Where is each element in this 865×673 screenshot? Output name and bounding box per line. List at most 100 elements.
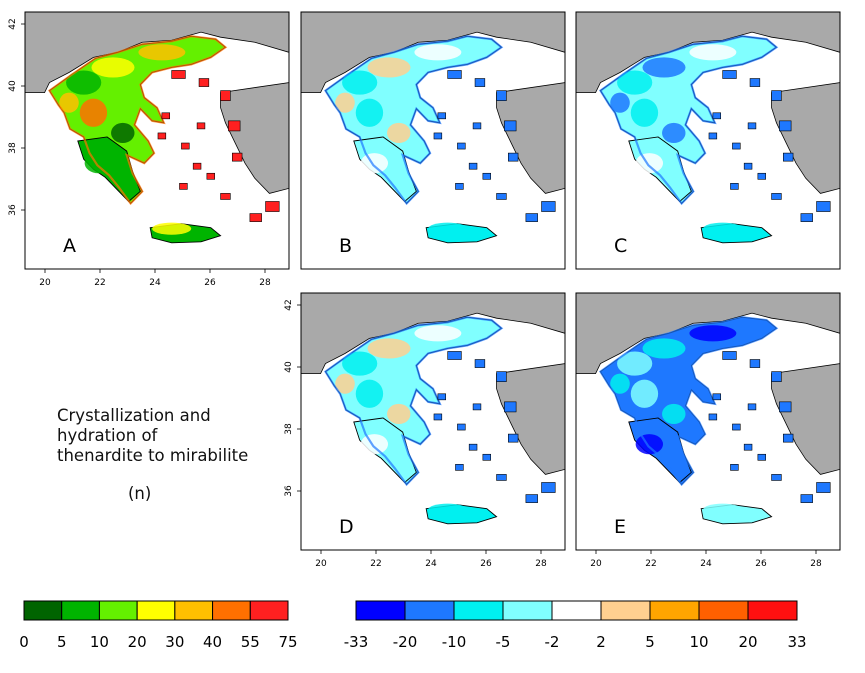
x-tick-label: 28 (259, 278, 271, 288)
panel-label: E (614, 516, 626, 538)
legend-swatch (174, 600, 214, 621)
legend-swatch (98, 600, 138, 621)
legend-change: -33 -20 -10 -5 -2 2 5 10 20 33 (344, 600, 807, 651)
legend-swatch (600, 600, 651, 621)
legend-label: 0 (19, 633, 29, 651)
panel-label: A (63, 235, 76, 257)
map-panel-c: C (575, 11, 841, 270)
map-panel-d: D 20 22 24 26 28 36 38 40 42 (284, 292, 566, 569)
legend-label: 5 (57, 633, 67, 651)
field-patch (79, 98, 108, 127)
legend-swatch (23, 600, 63, 621)
field-patch (84, 153, 113, 174)
panel-label: B (339, 235, 352, 257)
x-tick-label: 22 (94, 278, 105, 288)
caption-unit: (n) (128, 484, 152, 503)
field-patch (703, 222, 743, 235)
x-tick-label: 20 (315, 559, 327, 569)
field-patch (91, 57, 135, 78)
panel-label: D (339, 516, 354, 538)
y-tick-label: 40 (8, 80, 18, 92)
y-tick-label: 40 (284, 361, 294, 373)
caption-line-3: thenardite to mirabilite (57, 446, 249, 465)
map-frame (24, 11, 290, 270)
field-patch (630, 98, 659, 127)
field-patch (414, 325, 462, 342)
x-tick-label: 26 (204, 278, 216, 288)
x-tick-label: 28 (535, 559, 547, 569)
field-patch (59, 92, 79, 113)
field-patch (635, 434, 664, 455)
field-patch (414, 44, 462, 61)
field-patch (355, 98, 384, 127)
legend-swatch (212, 600, 251, 621)
legend-label: 75 (278, 633, 297, 651)
legend-label: -20 (393, 633, 418, 651)
legend-label: 20 (128, 633, 147, 651)
field-patch (703, 503, 743, 516)
legend-swatch (136, 600, 176, 621)
field-patch (138, 44, 186, 61)
legend-label: 30 (165, 633, 184, 651)
map-panel-b: B (300, 11, 566, 270)
y-tick-label: 38 (8, 142, 18, 154)
field-patch (152, 222, 192, 235)
x-tick-label: 24 (149, 278, 161, 288)
y-tick-label: 42 (284, 299, 294, 310)
field-patch (642, 57, 686, 78)
field-patch (662, 122, 686, 144)
field-patch (342, 70, 378, 95)
legend-label: -5 (496, 633, 511, 651)
x-tick-label: 24 (425, 559, 437, 569)
field-patch (355, 379, 384, 408)
field-patch (642, 338, 686, 359)
x-tick-label: 28 (810, 559, 822, 569)
legend-swatch (355, 600, 406, 621)
legend-swatch (649, 600, 700, 621)
legend-label: 40 (203, 633, 222, 651)
field-patch (617, 70, 653, 95)
legend-swatch (502, 600, 553, 621)
field-patch (428, 222, 468, 235)
legend-swatch (747, 600, 798, 621)
field-patch (689, 325, 737, 342)
legend-count: 0 5 10 20 30 40 55 75 (19, 600, 298, 651)
y-tick-label: 36 (8, 204, 18, 216)
caption: Crystallization and hydration of thenard… (57, 406, 277, 504)
legend-swatch (551, 600, 602, 621)
map-panel-a: A 20 22 24 26 28 36 38 40 42 (8, 11, 290, 288)
y-tick-label: 36 (284, 485, 294, 497)
field-patch (111, 122, 135, 144)
x-tick-label: 20 (39, 278, 51, 288)
legend-label: 55 (241, 633, 260, 651)
caption-line-1: Crystallization and (57, 406, 211, 425)
field-patch (689, 44, 737, 61)
legend-label: 5 (645, 633, 655, 651)
y-tick-label: 38 (284, 423, 294, 435)
legend-swatch (61, 600, 100, 621)
y-tick-label: 42 (8, 18, 18, 29)
field-patch (428, 503, 468, 516)
legend-label: 20 (738, 633, 757, 651)
field-patch (367, 57, 411, 78)
map-panel-e: E 20 22 24 26 28 (575, 292, 841, 569)
field-patch (662, 403, 686, 425)
legend-label: -33 (344, 633, 369, 651)
legend-label: 2 (596, 633, 606, 651)
x-tick-label: 20 (590, 559, 602, 569)
legend-swatch (453, 600, 504, 621)
field-patch (66, 70, 102, 95)
field-patch (360, 434, 389, 455)
legend-swatch (404, 600, 455, 621)
legend-label: 10 (90, 633, 109, 651)
map-frame (300, 292, 566, 551)
field-patch (635, 153, 664, 174)
field-patch (610, 373, 630, 394)
field-patch (630, 379, 659, 408)
x-tick-label: 22 (370, 559, 381, 569)
legend-label: -2 (545, 633, 560, 651)
legend-label: 33 (787, 633, 806, 651)
legend-label: -10 (442, 633, 467, 651)
field-patch (387, 403, 411, 425)
